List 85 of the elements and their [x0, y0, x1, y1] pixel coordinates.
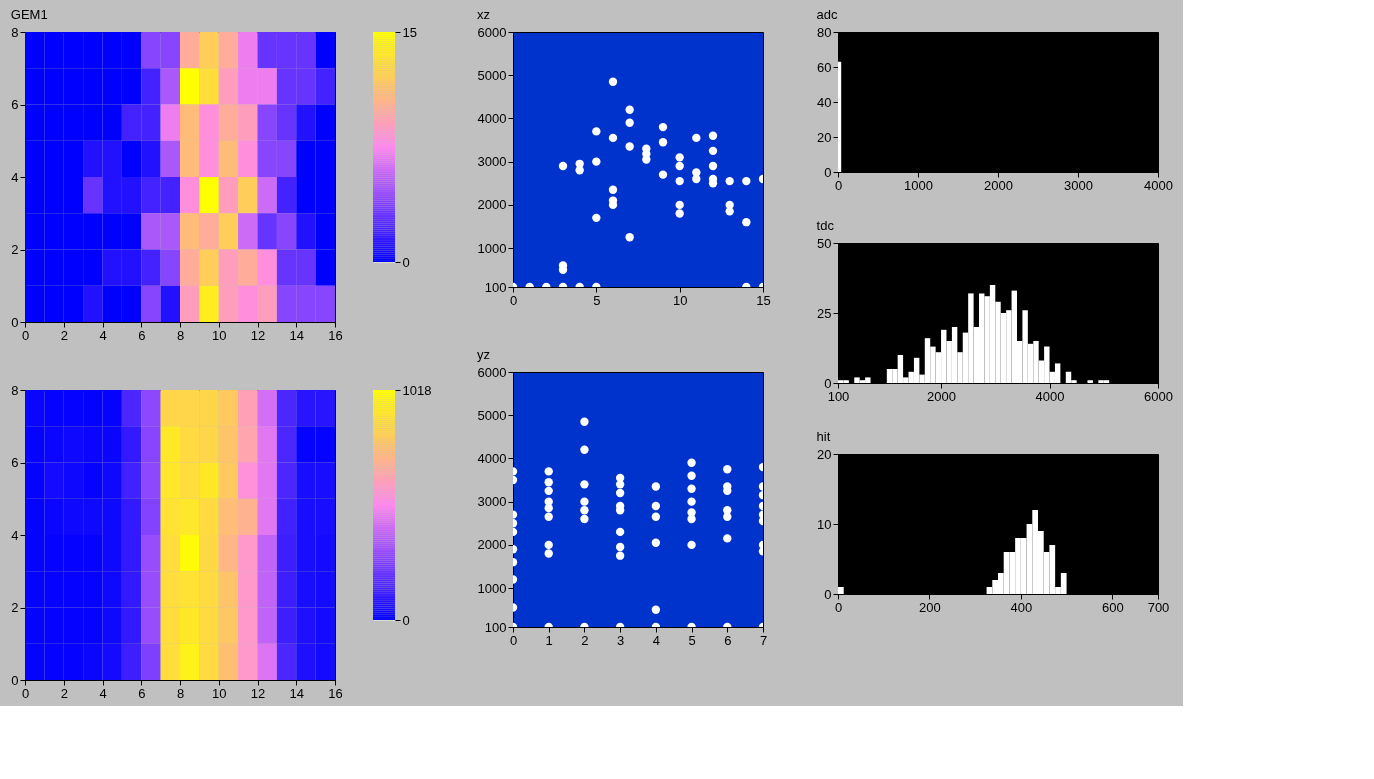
x-tick-label: 6: [724, 632, 732, 648]
y-tick-label: 6000: [477, 364, 507, 380]
x-tick-label: 0: [21, 327, 30, 343]
x-tick-label: 0: [21, 685, 30, 701]
y-tick-label: 0: [824, 375, 832, 391]
y-tick-label: 60: [817, 59, 832, 75]
x-tick-label: 3: [617, 632, 625, 648]
y-tick-label: 3000: [477, 154, 507, 170]
chart-title: hit: [816, 429, 831, 444]
x-tick-label: 12: [250, 685, 266, 701]
y-tick-label: 8: [11, 24, 19, 40]
x-tick-label: 16: [328, 685, 343, 701]
chart-title: xz: [477, 7, 491, 22]
x-tick-label: 14: [289, 327, 304, 343]
y-tick-label: 5000: [477, 67, 507, 83]
x-tick-label: 4000: [1144, 177, 1173, 193]
y-tick-label: 6: [11, 455, 19, 470]
x-tick-label: 2: [60, 327, 68, 343]
x-tick-label: 5: [688, 632, 696, 648]
x-tick-label: 4: [99, 685, 107, 701]
y-tick-label: 6000: [477, 24, 507, 40]
x-tick-label: 0: [509, 632, 518, 648]
color-bar-label: 15: [402, 24, 417, 40]
x-tick-label: 5: [593, 292, 601, 308]
x-tick-label: 700: [1147, 599, 1170, 615]
x-tick-label: 4000: [1035, 388, 1065, 404]
y-tick-label: 100: [484, 279, 507, 295]
x-tick-label: 14: [289, 685, 304, 701]
x-tick-label: 4: [99, 327, 107, 343]
y-tick-label: 1000: [477, 240, 507, 256]
y-tick-label: 2000: [477, 197, 507, 213]
y-tick-label: 40: [817, 94, 832, 110]
color-bar-label: 1018: [402, 382, 432, 398]
x-tick-label: 0: [834, 177, 843, 193]
y-tick-label: 0: [11, 672, 19, 688]
color-bar-label: 0: [402, 254, 410, 270]
x-tick-label: 2000: [927, 388, 957, 404]
y-tick-label: 4000: [477, 450, 507, 466]
y-tick-label: 6: [11, 97, 19, 112]
x-tick-label: 2000: [984, 177, 1013, 193]
x-tick-label: 0: [509, 292, 518, 308]
x-tick-label: 400: [1010, 599, 1033, 615]
y-tick-label: 25: [817, 305, 832, 321]
color-bar-label: 0: [402, 612, 410, 628]
chart-title: GEM1: [10, 7, 48, 22]
x-tick-label: 200: [919, 599, 941, 615]
y-tick-label: 0: [824, 586, 832, 602]
y-tick-label: 10: [817, 516, 832, 532]
x-tick-label: 10: [212, 685, 227, 701]
y-tick-label: 50: [817, 235, 832, 251]
y-tick-label: 2000: [477, 537, 507, 553]
x-tick-label: 2: [581, 632, 589, 648]
y-tick-label: 0: [824, 164, 832, 180]
y-tick-label: 4: [11, 527, 19, 543]
x-tick-label: 4: [652, 632, 660, 648]
x-tick-label: 6000: [1144, 388, 1173, 404]
y-tick-label: 1000: [477, 580, 507, 596]
y-tick-label: 5000: [477, 407, 507, 423]
x-tick-label: 1000: [904, 177, 933, 193]
x-tick-label: 600: [1101, 599, 1124, 615]
y-tick-label: 2: [11, 242, 19, 257]
x-tick-label: 10: [672, 292, 688, 308]
y-tick-label: 100: [484, 619, 507, 635]
x-tick-label: 6: [138, 327, 146, 343]
x-tick-label: 6: [138, 685, 146, 701]
chart-title: adc: [816, 7, 838, 22]
x-tick-label: 8: [176, 327, 185, 343]
x-tick-label: 1: [545, 632, 553, 648]
y-tick-label: 3000: [477, 494, 507, 510]
y-tick-label: 20: [817, 446, 832, 462]
y-tick-label: 0: [11, 314, 19, 330]
x-tick-label: 15: [756, 292, 771, 308]
y-tick-label: 4000: [477, 110, 507, 126]
x-tick-label: 12: [250, 327, 266, 343]
x-tick-label: 2: [60, 685, 68, 701]
x-tick-label: 3000: [1064, 177, 1093, 193]
x-tick-label: 16: [328, 327, 343, 343]
x-tick-label: 0: [834, 599, 843, 615]
y-tick-label: 80: [817, 24, 832, 40]
x-tick-label: 7: [759, 632, 768, 648]
x-tick-label: 10: [212, 327, 227, 343]
chart-title: tdc: [816, 218, 835, 233]
y-tick-label: 20: [817, 129, 832, 145]
x-tick-label: 8: [176, 685, 185, 701]
chart-title: yz: [477, 347, 491, 362]
